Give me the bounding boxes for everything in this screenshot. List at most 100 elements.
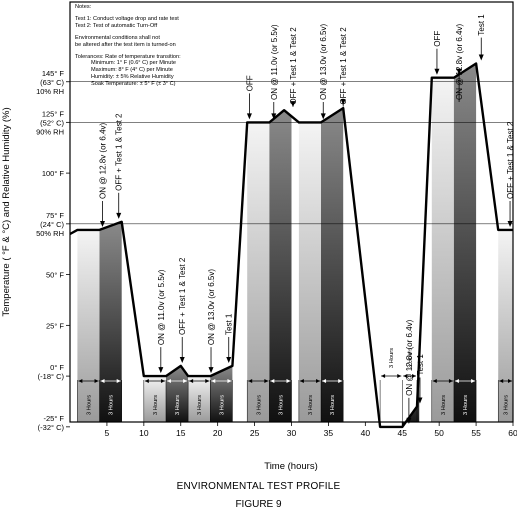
annotation-arrow-head xyxy=(158,367,164,374)
notes-env-1: Environmental conditions shall not xyxy=(75,34,160,41)
y-tick-label: (52° C) xyxy=(40,118,64,127)
annotation-17: OFF + Test 1 & Test 2 xyxy=(506,121,515,227)
annotation-label-17: OFF + Test 1 & Test 2 xyxy=(506,121,515,199)
x-tick-label: 25 xyxy=(250,428,260,438)
duration-arrow-head-left xyxy=(381,374,386,378)
annotation-label-2: OFF + Test 1 & Test 2 xyxy=(115,113,124,191)
duration-label-5: 3 Hours xyxy=(197,395,203,415)
phase-fill-7 xyxy=(247,122,270,423)
duration-marker-1: 3 Hours xyxy=(78,379,99,415)
y-tick-label: 0° F xyxy=(50,363,64,372)
duration-label-12: 3 Hours xyxy=(463,395,469,415)
y-tick-label: 75° F xyxy=(46,211,64,220)
annotation-arrow-head xyxy=(290,101,296,108)
annotation-label-10: ON @ 13.0v (or 6.5v) xyxy=(319,24,328,100)
duration-marker-5: 3 Hours xyxy=(189,379,210,415)
x-tick-label: 10 xyxy=(139,428,149,438)
duration-arrow-head-right xyxy=(264,379,269,383)
x-tick-label: 5 xyxy=(105,428,110,438)
phase-fills xyxy=(77,63,513,427)
annotation-arrow-head xyxy=(507,220,513,227)
annotation-16: Test 1 xyxy=(477,14,486,61)
annotation-arrow-head xyxy=(246,113,252,120)
phase-fill-8 xyxy=(269,110,292,422)
duration-arrow-head-left xyxy=(322,379,327,383)
annotation-6: Test 1 xyxy=(225,313,234,363)
y-tick-label: (24° C) xyxy=(40,220,64,229)
duration-arrow-head-right xyxy=(205,379,210,383)
mid-duration-marker-2: 3 Hours xyxy=(403,348,417,378)
x-tick-label: 30 xyxy=(287,428,297,438)
phase-fill-5 xyxy=(188,376,211,422)
duration-arrow-head-left xyxy=(499,379,504,383)
duration-arrow-head-right xyxy=(448,379,453,383)
y-tick-label: (-18° C) xyxy=(38,372,65,381)
annotation-5: ON @ 13.0v (or 6.5v) xyxy=(207,269,216,374)
duration-label-8: 3 Hours xyxy=(278,395,284,415)
reference-lines xyxy=(70,81,513,422)
y-tick-label: 50° F xyxy=(46,271,64,280)
annotation-arrow-head xyxy=(271,113,277,120)
duration-arrow-head-right xyxy=(286,379,291,383)
x-tick-label: 45 xyxy=(398,428,408,438)
profile-series-line xyxy=(69,62,513,429)
annotation-label-11: OFF + Test 1 & Test 2 xyxy=(339,27,348,105)
profile-line xyxy=(69,62,513,429)
annotation-label-5: ON @ 13.0v (or 6.5v) xyxy=(207,269,216,345)
x-axis: 5 10 15 20 25 30 35 40 45 50 55 60 xyxy=(105,422,517,438)
duration-arrow-head-left xyxy=(189,379,194,383)
x-tick-label: 20 xyxy=(213,428,223,438)
environmental-profile-chart: 3 Hours 3 Hours 3 Hours 3 Hours 3 Hours 3 Hou… xyxy=(1,1,517,472)
duration-arrow-head-left xyxy=(454,379,459,383)
annotation-label-8: ON @ 11.0v (or 5.5v) xyxy=(270,24,279,100)
event-annotations: ON @ 12.8v (or 6.4v) OFF + Test 1 & Test … xyxy=(98,14,515,424)
duration-arrow-head-left xyxy=(211,379,216,383)
duration-label-9: 3 Hours xyxy=(308,395,314,415)
annotation-12: ON @ 12.8v (or 6.4v) xyxy=(405,319,414,424)
annotation-13: Test 1 xyxy=(416,354,425,404)
duration-label-7: 3 Hours xyxy=(256,395,262,415)
duration-label-6: 3 Hours xyxy=(219,395,225,415)
y-tick-label: (-32° C) xyxy=(38,423,65,432)
duration-marker-2: 3 Hours xyxy=(100,379,121,415)
figure-caption: FIGURE 9 xyxy=(235,499,282,510)
annotation-label-4: OFF + Test 1 & Test 2 xyxy=(178,257,187,335)
annotation-9: OFF + Test 1 & Test 2 xyxy=(289,27,298,108)
annotation-2: OFF + Test 1 & Test 2 xyxy=(115,113,124,219)
duration-arrow-head-right xyxy=(94,379,99,383)
annotation-arrow-head xyxy=(226,356,232,363)
duration-arrow-head-right xyxy=(412,374,417,378)
y-tick-label: 25° F xyxy=(46,321,64,330)
phase-fill-1 xyxy=(77,229,100,422)
y-tick-label: (63° C) xyxy=(40,78,64,87)
duration-arrow-head-right xyxy=(116,379,121,383)
duration-arrow-head-left xyxy=(100,379,105,383)
annotation-7: OFF xyxy=(245,75,254,120)
duration-label-2: 3 Hours xyxy=(109,395,115,415)
duration-label-11: 3 Hours xyxy=(441,395,447,415)
annotation-label-14: OFF xyxy=(433,31,442,47)
duration-marker-8: 3 Hours xyxy=(270,379,291,415)
annotation-label-16: Test 1 xyxy=(477,14,486,36)
notes-test-1: Test 1: Conduct voltage drop and rate te… xyxy=(75,15,179,22)
annotation-label-15: ON @ 12.8v (or 6.4v) xyxy=(455,24,464,100)
annotation-11: OFF + Test 1 & Test 2 xyxy=(339,27,348,107)
notes-tolerance-humidity: Humidity: ± 5% Relative Humidity xyxy=(91,74,174,81)
annotation-10: ON @ 13.0v (or 6.5v) xyxy=(319,24,328,120)
y-tick-label: 125° F xyxy=(42,109,65,118)
phase-fill-3 xyxy=(143,376,166,422)
annotation-arrow-head xyxy=(99,220,105,227)
duration-label-4: 3 Hours xyxy=(175,395,181,415)
duration-marker-3: 3 Hours xyxy=(144,379,165,415)
duration-arrow-head-left xyxy=(248,379,253,383)
phase-fill-13 xyxy=(498,229,513,422)
duration-arrow-head-left xyxy=(299,379,304,383)
y-tick-label: 50% RH xyxy=(36,229,64,238)
notes-box: Notes: Test 1: Conduct voltage drop and … xyxy=(75,4,235,88)
duration-arrow-head-right xyxy=(338,379,343,383)
duration-arrow-head-right xyxy=(316,379,321,383)
phase-fill-11 xyxy=(431,77,454,422)
annotation-1: ON @ 12.8v (or 6.4v) xyxy=(98,122,107,227)
annotation-arrow-head xyxy=(320,113,326,120)
annotation-arrow-head xyxy=(417,397,423,404)
